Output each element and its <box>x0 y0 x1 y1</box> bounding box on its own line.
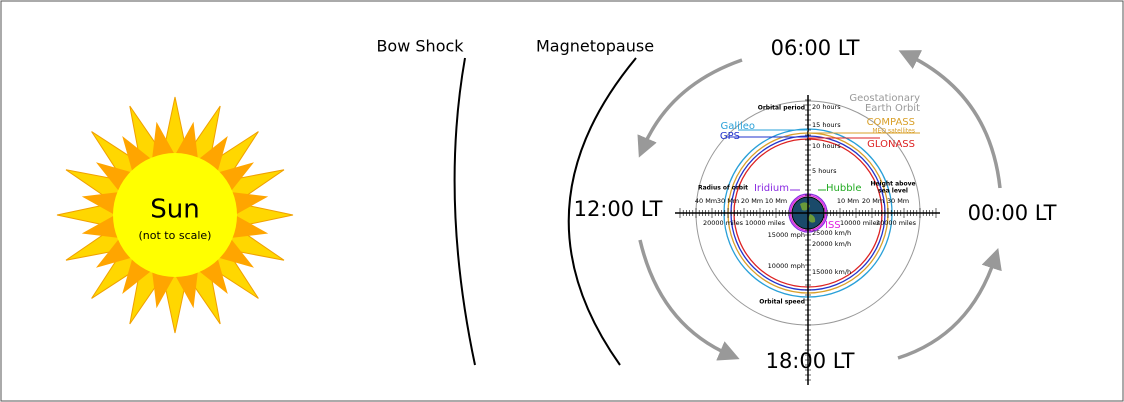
period-tick: 10 hours <box>812 142 841 150</box>
compass-note: MEO satellites <box>872 128 915 135</box>
earth-land <box>800 202 816 223</box>
axis-title: Radius of orbit <box>698 185 748 192</box>
compass-label: COMPASS <box>867 117 915 128</box>
speed-tick: 25000 km/h <box>812 229 851 237</box>
radius-tick: 40 Mm <box>695 197 717 205</box>
height-tick: 10 Mm <box>837 197 859 205</box>
miles-tick: 20000 miles <box>876 219 917 227</box>
geo-label: Geostationary <box>849 93 920 104</box>
speed-tick: 10000 mph <box>768 262 805 270</box>
sun-label: Sun <box>150 195 199 225</box>
miles-tick: 20000 miles <box>703 219 744 227</box>
arrow <box>898 50 1002 189</box>
sun-disc <box>113 153 237 277</box>
hubble-label: Hubble <box>826 183 861 194</box>
axis-title: Orbital speed <box>759 299 805 306</box>
height-tick: 30 Mm <box>887 197 909 205</box>
magnetopause <box>567 57 637 366</box>
orbit-diagram: Geostationary Earth Orbit COMPASS MEO sa… <box>675 93 940 385</box>
iss-label: ISS <box>825 220 841 231</box>
arrow <box>638 239 740 361</box>
bow-shock <box>453 57 476 366</box>
sun <box>56 96 294 334</box>
local-time: 06:00 LT <box>771 36 860 60</box>
axis-title: Height above <box>870 181 915 188</box>
arrow <box>637 58 743 158</box>
local-time: 12:00 LT <box>574 197 663 221</box>
radius-tick: 30 Mm <box>717 197 739 205</box>
miles-tick: 10000 miles <box>745 219 786 227</box>
period-tick: 15 hours <box>812 121 841 129</box>
galileo-label: Galileo <box>721 121 755 132</box>
period-tick: 5 hours <box>812 167 837 175</box>
arrow <box>897 248 1002 360</box>
axis-ticks <box>679 99 937 381</box>
speed-tick: 15000 mph <box>768 231 805 239</box>
local-time: 18:00 LT <box>766 349 855 373</box>
height-tick: 20 Mm <box>862 197 884 205</box>
axis-title: Orbital period <box>758 105 805 112</box>
radius-tick: 20 Mm <box>741 197 763 205</box>
iridium-label: Iridium <box>754 183 789 194</box>
sun-note: (not to scale) <box>139 229 212 242</box>
bow-shock-label: Bow Shock <box>376 37 464 56</box>
radius-tick: 10 Mm <box>765 197 787 205</box>
gps-label: GPS <box>720 131 740 142</box>
magnetopause-label: Magnetopause <box>536 37 654 56</box>
axis-title: sea level <box>878 188 908 195</box>
period-tick: 20 hours <box>812 103 841 111</box>
rotation-arrows <box>637 50 1002 361</box>
speed-tick: 15000 km/h <box>812 268 851 276</box>
glonass-label: GLONASS <box>867 139 915 150</box>
miles-tick: 10000 miles <box>840 219 881 227</box>
speed-tick: 20000 km/h <box>812 240 851 248</box>
local-time: 00:00 LT <box>968 201 1057 225</box>
geo-label: Earth Orbit <box>865 103 920 114</box>
